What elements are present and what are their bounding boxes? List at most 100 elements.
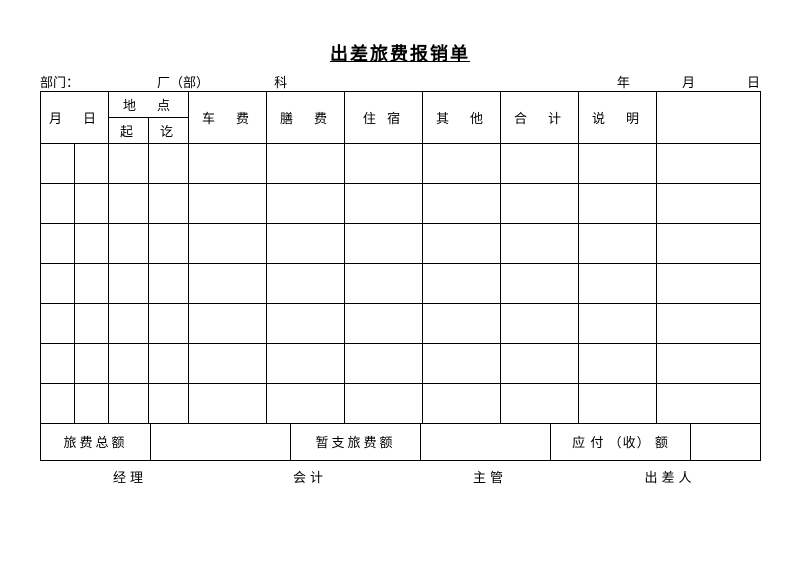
cell-total[interactable] xyxy=(501,224,579,264)
cell-lodge[interactable] xyxy=(345,264,423,304)
cell-note[interactable] xyxy=(579,304,657,344)
cell-total[interactable] xyxy=(501,384,579,424)
cell-lodge[interactable] xyxy=(345,144,423,184)
cell-ext[interactable] xyxy=(657,344,761,384)
cell-day[interactable] xyxy=(75,224,109,264)
cell-from[interactable] xyxy=(109,384,149,424)
cell-meal[interactable] xyxy=(267,304,345,344)
cell-total[interactable] xyxy=(501,304,579,344)
hdr-lodge: 住 宿 xyxy=(345,92,423,144)
table-row xyxy=(41,384,761,424)
cell-fare[interactable] xyxy=(189,344,267,384)
cell-lodge[interactable] xyxy=(345,224,423,264)
footer-row: 经理 会计 主管 出差人 xyxy=(40,467,760,486)
cell-note[interactable] xyxy=(579,224,657,264)
cell-day[interactable] xyxy=(75,304,109,344)
cell-fare[interactable] xyxy=(189,304,267,344)
cell-fare[interactable] xyxy=(189,184,267,224)
cell-lodge[interactable] xyxy=(345,304,423,344)
hdr-month-day: 月 日 xyxy=(41,92,109,144)
cell-from[interactable] xyxy=(109,264,149,304)
cell-meal[interactable] xyxy=(267,224,345,264)
cell-other[interactable] xyxy=(423,184,501,224)
cell-day[interactable] xyxy=(75,184,109,224)
cell-ext[interactable] xyxy=(657,224,761,264)
header-row-1: 月 日 地 点 车 费 膳 费 住 宿 其 他 合 计 说 明 xyxy=(41,92,761,118)
cell-other[interactable] xyxy=(423,264,501,304)
cell-to[interactable] xyxy=(149,144,189,184)
cell-lodge[interactable] xyxy=(345,184,423,224)
cell-note[interactable] xyxy=(579,184,657,224)
cell-lodge[interactable] xyxy=(345,384,423,424)
cell-note[interactable] xyxy=(579,344,657,384)
cell-other[interactable] xyxy=(423,224,501,264)
cell-from[interactable] xyxy=(109,344,149,384)
payable-value[interactable] xyxy=(691,424,761,460)
cell-total[interactable] xyxy=(501,344,579,384)
main-table: 月 日 地 点 车 费 膳 费 住 宿 其 他 合 计 说 明 起 讫 xyxy=(40,91,761,424)
cell-meal[interactable] xyxy=(267,144,345,184)
travel-total-value[interactable] xyxy=(151,424,291,460)
cell-total[interactable] xyxy=(501,144,579,184)
cell-other[interactable] xyxy=(423,384,501,424)
hdr-to: 讫 xyxy=(149,118,189,144)
cell-to[interactable] xyxy=(149,304,189,344)
hdr-ext xyxy=(657,92,761,144)
cell-month[interactable] xyxy=(41,384,75,424)
meta-left: 部门： 厂（部） 科 xyxy=(40,72,287,91)
cell-meal[interactable] xyxy=(267,344,345,384)
table-row xyxy=(41,224,761,264)
cell-fare[interactable] xyxy=(189,224,267,264)
hdr-other: 其 他 xyxy=(423,92,501,144)
cell-other[interactable] xyxy=(423,344,501,384)
cell-lodge[interactable] xyxy=(345,344,423,384)
hdr-from: 起 xyxy=(109,118,149,144)
cell-fare[interactable] xyxy=(189,384,267,424)
cell-meal[interactable] xyxy=(267,184,345,224)
cell-total[interactable] xyxy=(501,264,579,304)
cell-month[interactable] xyxy=(41,224,75,264)
cell-other[interactable] xyxy=(423,144,501,184)
cell-fare[interactable] xyxy=(189,264,267,304)
cell-day[interactable] xyxy=(75,384,109,424)
cell-month[interactable] xyxy=(41,264,75,304)
cell-month[interactable] xyxy=(41,144,75,184)
cell-ext[interactable] xyxy=(657,384,761,424)
cell-month[interactable] xyxy=(41,344,75,384)
cell-to[interactable] xyxy=(149,184,189,224)
cell-meal[interactable] xyxy=(267,264,345,304)
cell-to[interactable] xyxy=(149,224,189,264)
cell-note[interactable] xyxy=(579,384,657,424)
cell-from[interactable] xyxy=(109,184,149,224)
cell-to[interactable] xyxy=(149,264,189,304)
footer-manager: 经理 xyxy=(40,467,220,486)
cell-note[interactable] xyxy=(579,144,657,184)
cell-meal[interactable] xyxy=(267,384,345,424)
cell-day[interactable] xyxy=(75,264,109,304)
cell-ext[interactable] xyxy=(657,264,761,304)
footer-traveler: 出差人 xyxy=(580,467,760,486)
advance-value[interactable] xyxy=(421,424,551,460)
year-gap xyxy=(630,72,682,91)
cell-note[interactable] xyxy=(579,264,657,304)
section-label: 科 xyxy=(274,72,287,91)
cell-month[interactable] xyxy=(41,184,75,224)
cell-month[interactable] xyxy=(41,304,75,344)
cell-ext[interactable] xyxy=(657,184,761,224)
cell-ext[interactable] xyxy=(657,304,761,344)
table-row xyxy=(41,144,761,184)
cell-other[interactable] xyxy=(423,304,501,344)
cell-fare[interactable] xyxy=(189,144,267,184)
cell-day[interactable] xyxy=(75,344,109,384)
cell-from[interactable] xyxy=(109,304,149,344)
cell-ext[interactable] xyxy=(657,144,761,184)
cell-to[interactable] xyxy=(149,384,189,424)
cell-from[interactable] xyxy=(109,224,149,264)
summary-table: 旅费总额 暂支旅费额 应 付 （收） 额 xyxy=(40,424,761,461)
cell-from[interactable] xyxy=(109,144,149,184)
cell-to[interactable] xyxy=(149,344,189,384)
table-row xyxy=(41,184,761,224)
hdr-meal: 膳 费 xyxy=(267,92,345,144)
cell-day[interactable] xyxy=(75,144,109,184)
cell-total[interactable] xyxy=(501,184,579,224)
